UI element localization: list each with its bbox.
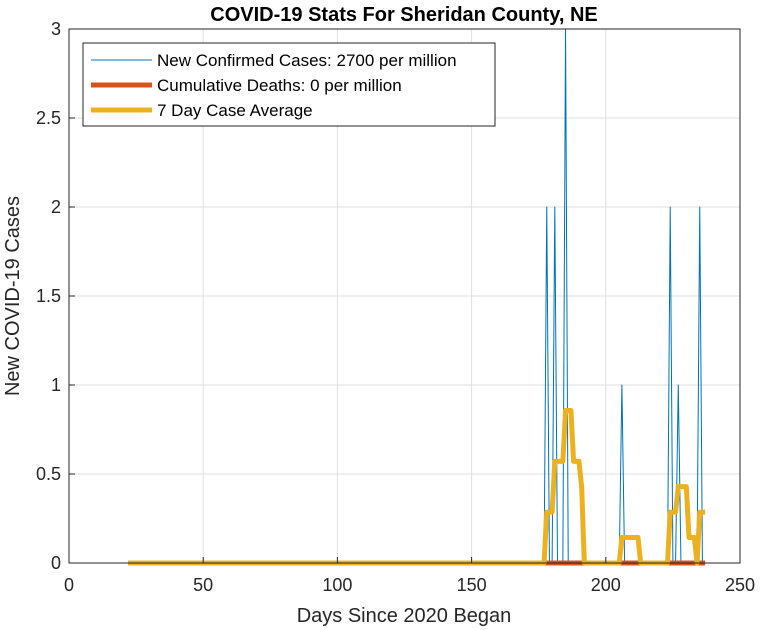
chart-title: COVID-19 Stats For Sheridan County, NE (210, 4, 597, 26)
legend-label-new-cases: New Confirmed Cases: 2700 per million (157, 51, 457, 70)
y-tick-label: 2 (51, 197, 61, 217)
x-tick-label: 150 (457, 575, 487, 595)
y-tick-label: 0 (51, 553, 61, 573)
x-axis-label: Days Since 2020 Began (297, 605, 512, 627)
x-tick-label: 0 (64, 575, 74, 595)
x-tick-label: 250 (725, 575, 755, 595)
y-tick-label: 1 (51, 375, 61, 395)
y-tick-label: 3 (51, 19, 61, 39)
y-axis-label: New COVID-19 Cases (2, 196, 24, 396)
x-tick-label: 100 (322, 575, 352, 595)
y-tick-label: 2.5 (36, 108, 61, 128)
legend-label-7day-average: 7 Day Case Average (157, 101, 313, 120)
y-tick-label: 1.5 (36, 286, 61, 306)
y-tick-label: 0.5 (36, 464, 61, 484)
seven-day-average-line (128, 407, 706, 566)
ticks: 0 50 100 150 200 250 0 0.5 1 1.5 2 2.5 3 (36, 19, 755, 595)
legend: New Confirmed Cases: 2700 per million Cu… (82, 42, 496, 127)
legend-label-deaths: Cumulative Deaths: 0 per million (157, 76, 402, 95)
x-tick-label: 50 (193, 575, 213, 595)
x-tick-label: 200 (591, 575, 621, 595)
